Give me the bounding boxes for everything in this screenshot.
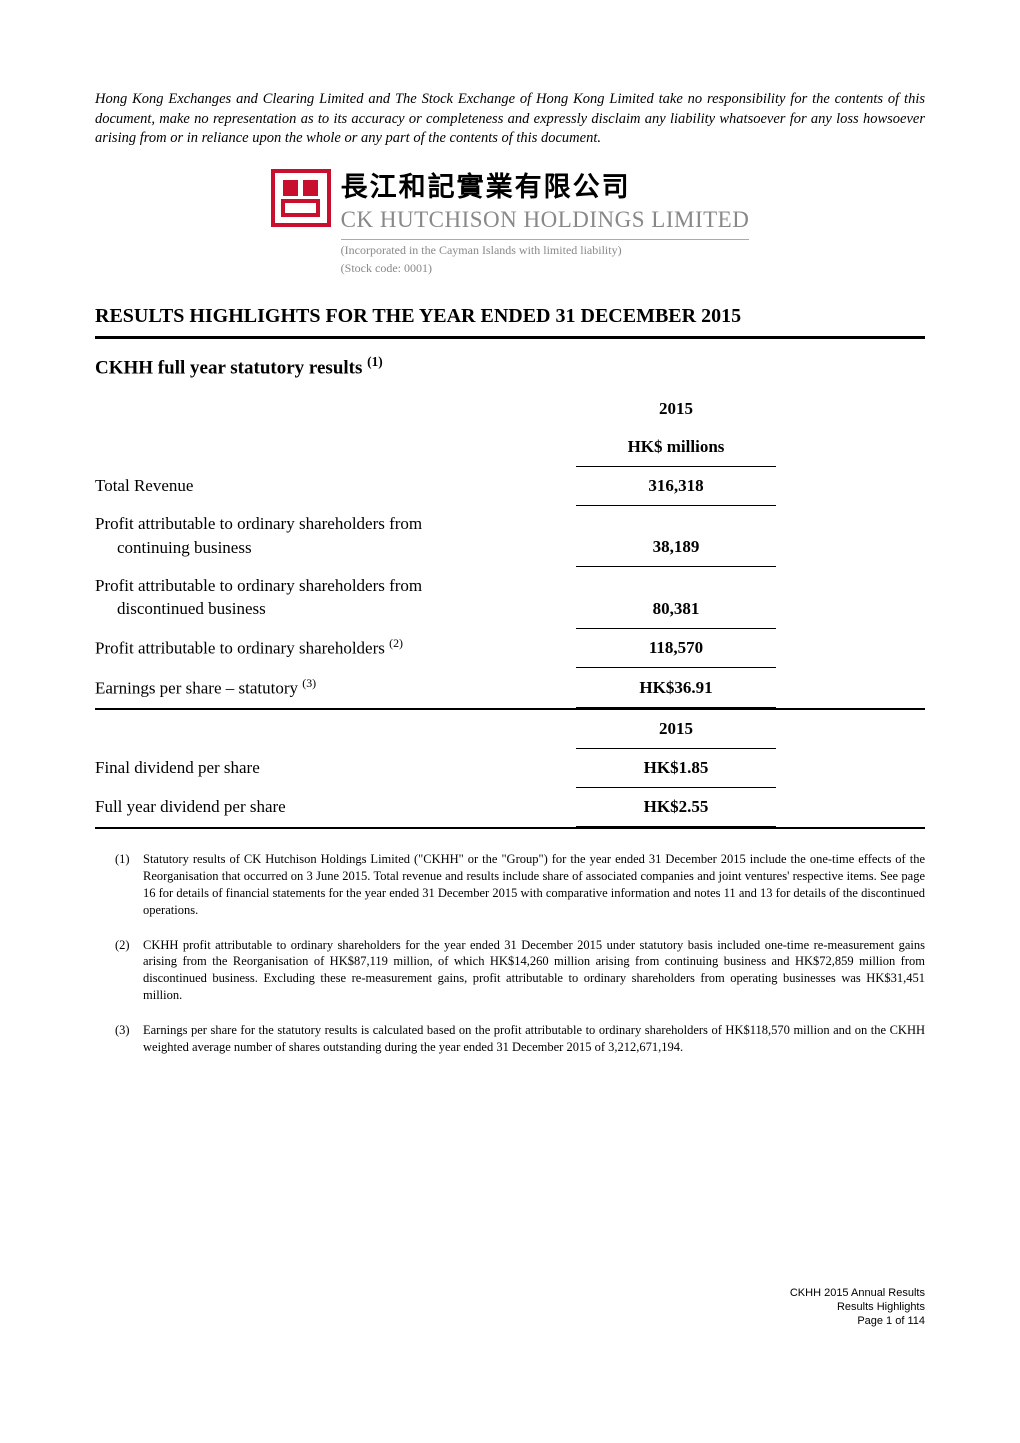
col-year: 2015 — [576, 390, 775, 428]
footnote-text: CKHH profit attributable to ordinary sha… — [143, 937, 925, 1005]
company-logo-block: 長江和記實業有限公司 CK HUTCHISON HOLDINGS LIMITED… — [95, 169, 925, 278]
exchange-disclaimer: Hong Kong Exchanges and Clearing Limited… — [95, 90, 925, 149]
row-value: 118,570 — [576, 628, 775, 667]
ckh-logo-icon — [271, 169, 331, 234]
stock-code: (Stock code: 0001) — [341, 260, 750, 277]
row-label-text: Earnings per share – statutory — [95, 678, 298, 697]
page-title: RESULTS HIGHLIGHTS FOR THE YEAR ENDED 31… — [95, 302, 925, 330]
footnote-number: (2) — [95, 937, 143, 1005]
title-rule — [95, 336, 925, 339]
section-title-text: CKHH full year statutory results — [95, 358, 362, 379]
footnotes-block: (1) Statutory results of CK Hutchison Ho… — [95, 851, 925, 1056]
statutory-results-table: 2015 HK$ millions Total Revenue 316,318 … — [95, 390, 925, 829]
row-value: 316,318 — [576, 466, 775, 505]
footnote: (2) CKHH profit attributable to ordinary… — [95, 937, 925, 1005]
footnote-number: (3) — [95, 1022, 143, 1056]
table-header-row: 2015 — [95, 709, 925, 748]
row-value: HK$36.91 — [576, 668, 775, 707]
company-name-chinese: 長江和記實業有限公司 — [341, 169, 750, 207]
footer-line2: Results Highlights — [95, 1300, 925, 1314]
col-year: 2015 — [576, 709, 775, 748]
col-unit: HK$ millions — [576, 428, 775, 466]
table-header-row: 2015 — [95, 390, 925, 428]
row-value: 38,189 — [576, 505, 775, 567]
table-row: Earnings per share – statutory (3) HK$36… — [95, 668, 925, 707]
row-label: Final dividend per share — [95, 748, 576, 787]
footnote: (1) Statutory results of CK Hutchison Ho… — [95, 851, 925, 919]
row-label-line1: Profit attributable to ordinary sharehol… — [95, 514, 422, 533]
row-label: Profit attributable to ordinary sharehol… — [95, 628, 576, 667]
section-title: CKHH full year statutory results (1) — [95, 353, 925, 382]
footnote-text: Earnings per share for the statutory res… — [143, 1022, 925, 1056]
footnote: (3) Earnings per share for the statutory… — [95, 1022, 925, 1056]
table-row: Total Revenue 316,318 — [95, 466, 925, 505]
row-footnote-ref: (2) — [389, 636, 403, 650]
row-label: Profit attributable to ordinary sharehol… — [95, 505, 576, 567]
table-header-row-unit: HK$ millions — [95, 428, 925, 466]
company-name-english: CK HUTCHISON HOLDINGS LIMITED — [341, 204, 750, 236]
row-value: HK$2.55 — [576, 787, 775, 826]
incorporation-note: (Incorporated in the Cayman Islands with… — [341, 239, 750, 259]
page-footer: CKHH 2015 Annual Results Results Highlig… — [95, 1286, 925, 1329]
section-title-footnote-ref: (1) — [367, 354, 383, 369]
table-row: Final dividend per share HK$1.85 — [95, 748, 925, 787]
row-label-text: Profit attributable to ordinary sharehol… — [95, 639, 385, 658]
footnote-number: (1) — [95, 851, 143, 919]
table-row: Full year dividend per share HK$2.55 — [95, 787, 925, 826]
footnote-text: Statutory results of CK Hutchison Holdin… — [143, 851, 925, 919]
row-label: Profit attributable to ordinary sharehol… — [95, 567, 576, 629]
row-label: Earnings per share – statutory (3) — [95, 668, 576, 707]
row-label-line2: continuing business — [95, 536, 252, 560]
row-label-line1: Profit attributable to ordinary sharehol… — [95, 576, 422, 595]
table-row: Profit attributable to ordinary sharehol… — [95, 628, 925, 667]
row-value: HK$1.85 — [576, 748, 775, 787]
row-footnote-ref: (3) — [302, 676, 316, 690]
table-rule — [95, 826, 925, 828]
table-row: Profit attributable to ordinary sharehol… — [95, 505, 925, 567]
footer-line1: CKHH 2015 Annual Results — [95, 1286, 925, 1300]
table-row: Profit attributable to ordinary sharehol… — [95, 567, 925, 629]
row-label: Total Revenue — [95, 466, 576, 505]
row-value: 80,381 — [576, 567, 775, 629]
footer-line3: Page 1 of 114 — [95, 1314, 925, 1328]
row-label: Full year dividend per share — [95, 787, 576, 826]
row-label-line2: discontinued business — [95, 597, 266, 621]
